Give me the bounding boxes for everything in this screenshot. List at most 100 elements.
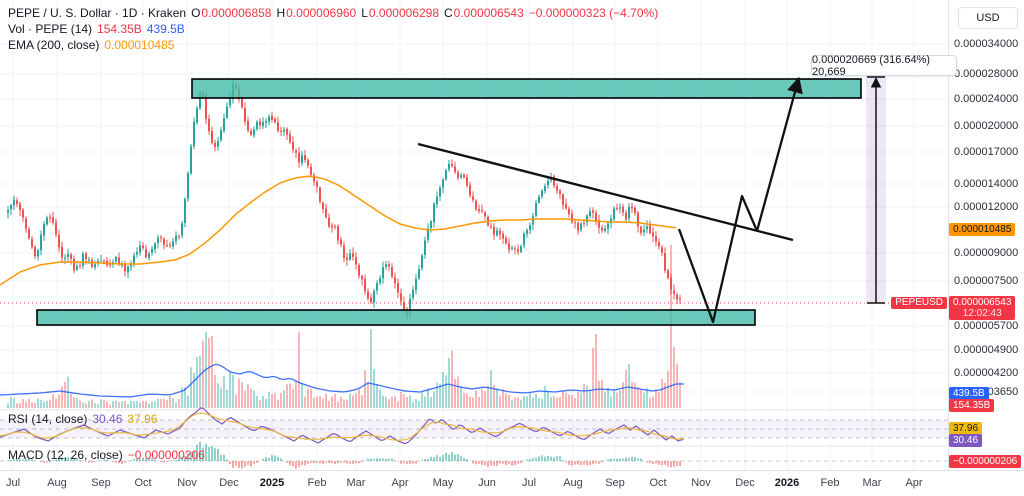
volume-bar bbox=[394, 396, 396, 408]
volume-bar bbox=[169, 395, 171, 408]
macd-histogram-bar bbox=[286, 461, 288, 463]
volume-bar bbox=[538, 398, 540, 408]
volume-bar bbox=[361, 395, 363, 408]
candle-body bbox=[175, 235, 177, 242]
time-tick-label: Mar bbox=[346, 477, 366, 489]
candle-body bbox=[577, 222, 579, 231]
chart-canvas[interactable]: PEPE / U. S. Dollar · 1D · Kraken O 0.000… bbox=[0, 0, 957, 470]
volume-bar bbox=[103, 399, 105, 408]
macd-histogram-bar bbox=[535, 457, 537, 461]
rsi-ma-value: 37.96 bbox=[127, 412, 158, 426]
time-tick-label: Mar bbox=[862, 477, 882, 489]
volume-bar bbox=[211, 336, 213, 408]
volume-average: 439.5B bbox=[146, 22, 185, 36]
volume-bar bbox=[367, 381, 369, 408]
volume-bar bbox=[493, 385, 495, 408]
candle-body bbox=[676, 294, 678, 300]
candle-body bbox=[526, 229, 528, 234]
rsi-legend-row[interactable]: RSI (14, close) 30.46 37.96 bbox=[8, 412, 157, 426]
volume-bar bbox=[625, 369, 627, 408]
macd-histogram-bar bbox=[460, 455, 462, 461]
macd-legend-row[interactable]: MACD (12, 26, close) −0.000000206 bbox=[8, 448, 205, 462]
macd-histogram-bar bbox=[451, 451, 453, 461]
macd-histogram-bar bbox=[301, 461, 303, 466]
candle-body bbox=[295, 150, 297, 153]
ema-legend-row[interactable]: EMA (200, close) 0.000010485 bbox=[8, 38, 174, 52]
volume-bar bbox=[580, 392, 582, 408]
price-axis[interactable]: USD 0.000034000 0.000028000 0.000024000 0.0… bbox=[948, 0, 1024, 470]
volume-bar bbox=[235, 394, 237, 408]
candle-body bbox=[433, 203, 435, 223]
candle-body bbox=[505, 238, 507, 244]
candle-body bbox=[544, 186, 546, 192]
candle-body bbox=[289, 134, 291, 143]
volume-bar bbox=[238, 378, 240, 408]
candle-body bbox=[613, 208, 615, 220]
macd-histogram-bar bbox=[484, 461, 486, 466]
price-tick-label: 0.000017000 bbox=[954, 146, 1019, 158]
ema-line bbox=[0, 175, 677, 286]
candle-body bbox=[595, 212, 597, 221]
candle-body bbox=[412, 289, 414, 298]
volume-bar bbox=[508, 394, 510, 408]
candle-body bbox=[346, 257, 348, 260]
candle-body bbox=[664, 252, 666, 271]
currency-toggle-button[interactable]: USD bbox=[958, 7, 1018, 29]
candle-body bbox=[10, 205, 12, 210]
volume-bar bbox=[571, 394, 573, 408]
macd-histogram-bar bbox=[397, 461, 399, 462]
volume-bar bbox=[565, 392, 567, 408]
chart-svg[interactable] bbox=[0, 0, 948, 470]
candle-body bbox=[82, 253, 84, 266]
volume-bar bbox=[154, 401, 156, 408]
volume-bar bbox=[346, 399, 348, 408]
macd-histogram-bar bbox=[628, 457, 630, 461]
volume-bar bbox=[592, 347, 594, 408]
macd-histogram-bar bbox=[466, 459, 468, 461]
volume-bar bbox=[247, 384, 249, 408]
volume-bar bbox=[58, 394, 60, 408]
candle-body bbox=[469, 185, 471, 196]
volume-bar bbox=[604, 391, 606, 408]
macd-histogram-bar bbox=[547, 455, 549, 461]
macd-histogram-bar bbox=[316, 461, 318, 464]
macd-histogram-bar bbox=[46, 461, 48, 463]
candle-body bbox=[88, 259, 90, 261]
symbol-legend-row[interactable]: PEPE / U. S. Dollar · 1D · Kraken O 0.000… bbox=[8, 6, 658, 20]
volume-legend-row[interactable]: Vol · PEPE (14) 154.35B 439.5B bbox=[8, 22, 185, 36]
time-tick-label: Dec bbox=[735, 477, 755, 489]
time-axis[interactable]: Jul Aug Sep Oct Nov Dec 2025 Feb Mar Apr May Jun Jul… bbox=[0, 470, 1024, 496]
candle-body bbox=[619, 207, 621, 209]
candle-body bbox=[247, 120, 249, 131]
volume-bar bbox=[631, 382, 633, 408]
price-target-annotation[interactable]: 0.000020669 (316.64%) 20,669 bbox=[811, 54, 957, 78]
macd-histogram-bar bbox=[268, 457, 270, 461]
macd-histogram-bar bbox=[601, 461, 603, 463]
volume-bar bbox=[673, 346, 675, 408]
time-tick-label: Feb bbox=[307, 477, 327, 489]
volume-bar bbox=[370, 329, 372, 408]
volume-bar bbox=[628, 364, 630, 408]
volume-bar bbox=[16, 403, 18, 408]
candle-body bbox=[622, 206, 624, 213]
macd-histogram-bar bbox=[574, 461, 576, 465]
candle-body bbox=[592, 210, 594, 213]
volume-ma-line bbox=[0, 363, 684, 398]
volume-bar bbox=[46, 400, 48, 408]
macd-histogram-bar bbox=[649, 461, 651, 464]
macd-histogram-bar bbox=[355, 461, 357, 463]
volume-bar bbox=[607, 387, 609, 408]
candle-body bbox=[403, 302, 405, 311]
macd-histogram-bar bbox=[247, 461, 249, 465]
candle-body bbox=[574, 222, 576, 224]
volume-bar bbox=[514, 397, 516, 408]
time-tick-label: Sep bbox=[605, 477, 625, 489]
macd-histogram-bar bbox=[595, 461, 597, 464]
macd-histogram-bar bbox=[331, 461, 333, 463]
macd-histogram-bar bbox=[391, 458, 393, 461]
volume-bar bbox=[232, 374, 234, 408]
candle-body bbox=[130, 264, 132, 267]
volume-bar bbox=[22, 398, 24, 408]
candle-body bbox=[631, 206, 633, 209]
candle-body bbox=[508, 243, 510, 250]
